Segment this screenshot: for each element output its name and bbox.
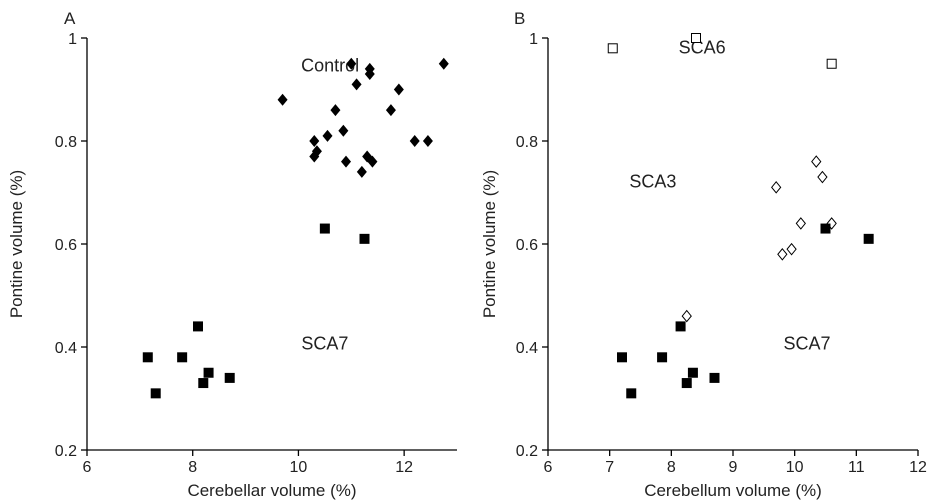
y-axis-title: Pontine volume (%) [7,170,26,318]
data-point [142,352,153,363]
y-tick-label: 0.8 [55,134,77,151]
data-point [820,223,831,234]
data-point [607,43,618,54]
data-point [330,104,341,117]
data-point [817,170,828,184]
group-label: SCA3 [629,171,676,191]
data-point [322,129,333,142]
y-tick-label: 1 [529,31,538,48]
data-point [777,248,788,261]
panel-a: 0.2 0.4 0.6 0.8 1 6 8 10 12 Cerebellar volume (%)… [7,9,457,500]
data-point [811,155,822,168]
x-axis-title: Cerebellar volume (%) [187,481,356,500]
x-tick-label: 7 [605,459,614,476]
y-tick-label: 0.8 [516,134,538,151]
data-point [409,135,420,147]
data-point [198,378,209,389]
data-point [709,372,720,383]
data-point [771,181,782,194]
data-point [826,58,837,69]
y-tick-label: 0.4 [55,340,77,357]
data-point [224,372,235,383]
y-tick-label: 1 [68,31,77,48]
x-tick-label: 10 [786,459,804,476]
series-filled-diamond [277,57,449,178]
series-filled-square [617,223,874,399]
group-label: SCA6 [679,37,726,57]
data-point [681,378,692,389]
series-open-diamond [681,155,837,323]
data-point [675,321,686,332]
x-tick-label: 6 [83,459,92,476]
data-point [359,233,370,244]
x-tick-label: 6 [544,459,553,476]
panel-letter: B [514,9,525,28]
series-open-square [607,33,837,69]
data-point [617,352,627,363]
y-axis-title: Pontine volume (%) [480,170,499,318]
series-filled-square [142,223,370,399]
x-tick-label: 10 [290,459,308,476]
y-tick-label: 0.6 [516,237,538,254]
x-tick-label: 12 [909,459,927,476]
x-tick-label: 8 [188,459,197,476]
data-point [309,135,320,147]
data-point [319,223,330,234]
data-point [346,57,357,70]
data-point [626,388,637,399]
data-point [338,124,349,137]
group-label: SCA7 [301,334,348,354]
data-point [311,145,322,158]
data-point [393,83,404,96]
y-tick-label: 0.4 [516,340,538,357]
data-point [277,93,288,106]
data-point [691,33,701,43]
data-point [351,78,362,91]
data-point [203,367,214,378]
group-label: Control [301,55,359,75]
data-point [681,309,692,323]
panel-b: 0.2 0.4 0.6 0.8 1 6 7 8 9 10 11 12 Cerebellum volume… [480,9,927,500]
data-point [795,217,806,230]
y-tick-label: 0.2 [516,443,538,460]
data-point [150,388,161,399]
data-point [341,155,351,168]
x-axis-title: Cerebellum volume (%) [644,481,822,500]
data-point [687,367,698,378]
data-point [438,57,449,70]
y-tick-label: 0.2 [55,443,77,460]
y-tick-label: 0.6 [55,237,77,254]
data-point [193,321,203,332]
data-point [422,135,433,147]
x-tick-label: 12 [395,459,413,476]
data-point [177,352,188,363]
data-point [385,104,396,117]
x-tick-label: 8 [667,459,676,476]
x-tick-label: 11 [848,459,865,476]
x-tick-label: 9 [729,459,738,476]
data-point [364,68,375,81]
data-point [786,242,797,256]
group-label: SCA7 [783,334,830,354]
data-point [367,155,378,168]
data-point [863,233,874,244]
data-point [356,165,367,178]
panel-letter: A [64,9,76,28]
data-point [657,352,668,363]
